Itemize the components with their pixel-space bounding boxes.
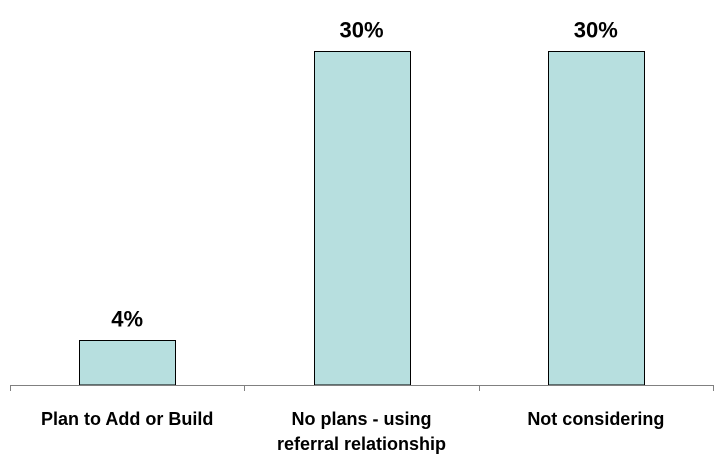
data-label: 30% [574, 18, 618, 43]
bars-layer [79, 51, 645, 386]
x-axis [10, 385, 714, 391]
category-label: No plans - using referral relationship [277, 409, 446, 454]
data-label: 30% [339, 18, 383, 43]
category-labels: Plan to Add or Build No plans - using refe… [41, 409, 664, 454]
bar [79, 340, 176, 386]
data-label: 4% [111, 307, 143, 332]
category-label: Plan to Add or Build [41, 409, 213, 429]
bar [314, 51, 411, 386]
data-labels: 4% 30% 30% [111, 18, 618, 332]
bar [548, 51, 645, 386]
category-label: Not considering [527, 409, 664, 429]
